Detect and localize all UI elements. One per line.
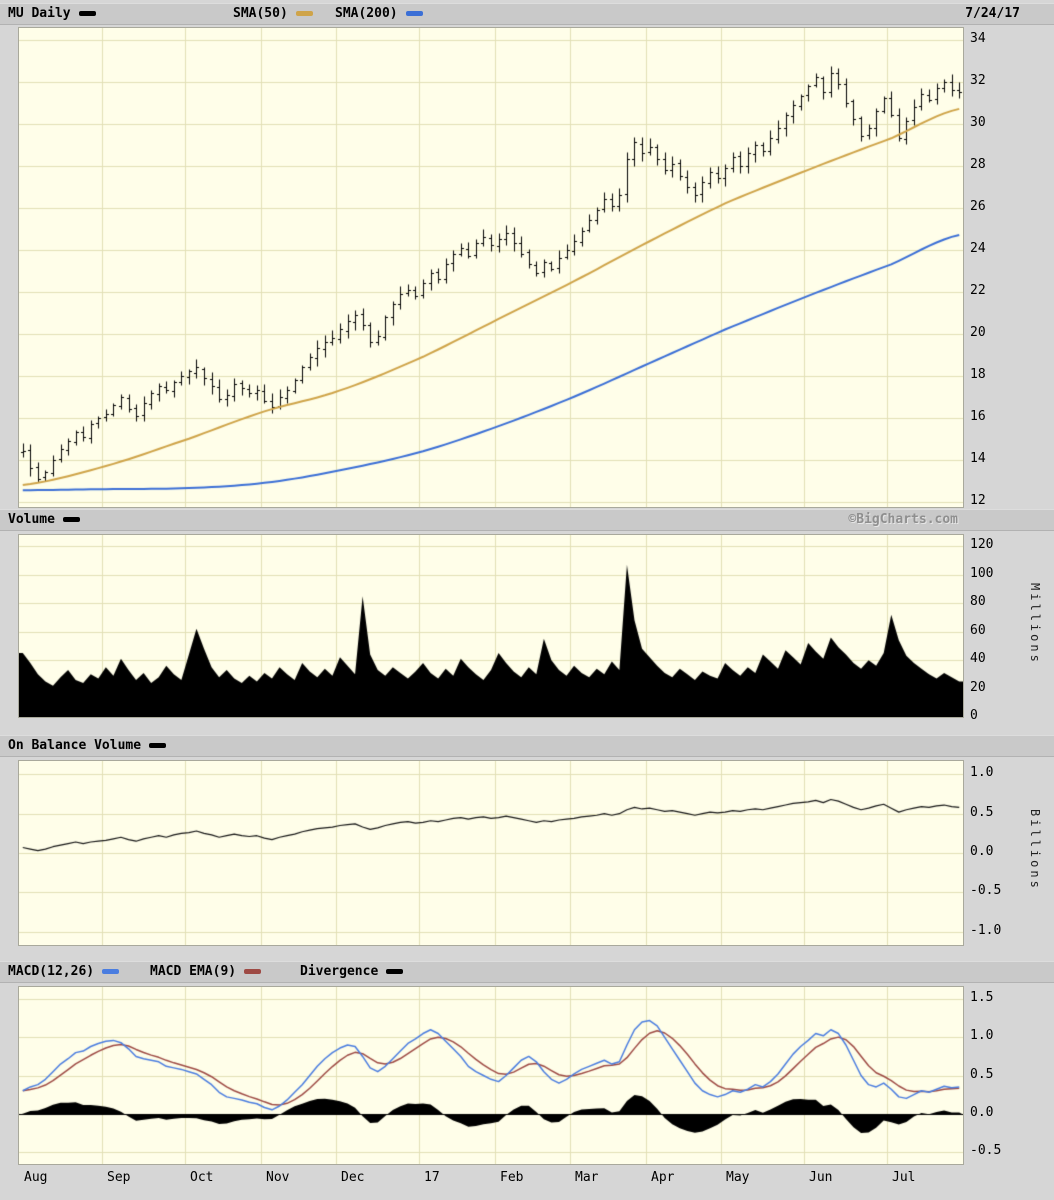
obv-y-axis-tick-label: 0.0 [970,844,994,859]
symbol-title: MU Daily [8,6,71,21]
x-axis-month-label: 17 [424,1170,440,1185]
x-axis-month-label: Apr [651,1170,675,1185]
x-axis-month-label: Aug [24,1170,48,1185]
sma50-legend: SMA(50) [233,4,313,26]
volume-panel-header: Volume ©BigCharts.com [0,509,1054,531]
volume-y-axis-tick-label: 120 [970,537,994,552]
volume-legend-swatch-icon [62,517,80,522]
obv-y-axis-tick-label: 0.5 [970,805,994,820]
divergence-legend: Divergence [300,962,404,984]
symbol-legend: MU Daily [8,4,96,26]
obv-legend: On Balance Volume [8,736,167,758]
x-axis-month-label: Dec [341,1170,365,1185]
volume-chart-canvas [18,534,964,718]
x-axis-month-label: Feb [500,1170,524,1185]
x-axis-month-label: May [726,1170,750,1185]
sma200-legend: SMA(200) [335,4,423,26]
macd-ema-legend-swatch-icon [244,969,262,974]
macd-y-axis-tick-label: 0.0 [970,1105,994,1120]
volume-y-axis-tick-label: 0 [970,708,978,723]
macd-label: MACD(12,26) [8,964,95,979]
obv-title: On Balance Volume [8,738,142,753]
macd-y-axis-tick-label: 0.5 [970,1067,994,1082]
volume-legend: Volume [8,510,80,532]
x-axis-month-label: Nov [266,1170,290,1185]
macd-panel-header: MACD(12,26) MACD EMA(9) Divergence [0,961,1054,983]
divergence-label: Divergence [300,964,379,979]
macd-y-axis-tick-label: 1.0 [970,1028,994,1043]
price-y-axis-tick-label: 26 [970,199,986,214]
macd-legend-swatch-icon [102,969,120,974]
price-y-axis-tick-label: 32 [970,73,986,88]
sma200-label: SMA(200) [335,6,398,21]
x-axis-month-label: Mar [575,1170,599,1185]
volume-y-axis-tick-label: 100 [970,566,994,581]
price-y-axis-tick-label: 18 [970,367,986,382]
price-legend-swatch-icon [78,11,96,16]
macd-ema-legend: MACD EMA(9) [150,962,262,984]
macd-legend: MACD(12,26) [8,962,120,984]
price-y-axis-tick-label: 16 [970,409,986,424]
obv-y-axis-tick-label: -0.5 [970,883,1002,898]
price-y-axis-tick-label: 28 [970,157,986,172]
price-y-axis-tick-label: 30 [970,115,986,130]
obv-unit-label: Billions [1028,809,1042,891]
volume-y-axis-tick-label: 80 [970,594,986,609]
obv-y-axis-tick-label: 1.0 [970,765,994,780]
price-chart-canvas [18,27,964,508]
macd-y-axis-tick-label: -0.5 [970,1143,1002,1158]
price-y-axis-tick-label: 34 [970,31,986,46]
price-y-axis-tick-label: 24 [970,241,986,256]
sma50-label: SMA(50) [233,6,288,21]
macd-chart-canvas [18,986,964,1165]
price-y-axis-tick-label: 12 [970,493,986,508]
x-axis-month-label: Jun [809,1170,833,1185]
x-axis-month-label: Sep [107,1170,131,1185]
x-axis-month-label: Oct [190,1170,214,1185]
x-axis-month-label: Jul [892,1170,916,1185]
volume-y-axis-tick-label: 60 [970,623,986,638]
volume-title: Volume [8,512,55,527]
obv-legend-swatch-icon [149,743,167,748]
obv-chart-canvas [18,760,964,946]
price-y-axis-tick-label: 22 [970,283,986,298]
volume-y-axis-tick-label: 20 [970,680,986,695]
obv-panel-header: On Balance Volume [0,735,1054,757]
obv-y-axis-tick-label: -1.0 [970,923,1002,938]
bigcharts-watermark: ©BigCharts.com [848,512,958,527]
as-of-date: 7/24/17 [965,6,1020,21]
volume-y-axis-tick-label: 40 [970,651,986,666]
macd-y-axis-tick-label: 1.5 [970,990,994,1005]
divergence-legend-swatch-icon [386,969,404,974]
volume-unit-label: Millions [1028,583,1042,665]
macd-ema-label: MACD EMA(9) [150,964,237,979]
sma200-legend-swatch-icon [405,11,423,16]
price-y-axis-tick-label: 20 [970,325,986,340]
sma50-legend-swatch-icon [295,11,313,16]
price-panel-header: MU Daily SMA(50) SMA(200) 7/24/17 [0,3,1054,25]
price-y-axis-tick-label: 14 [970,451,986,466]
